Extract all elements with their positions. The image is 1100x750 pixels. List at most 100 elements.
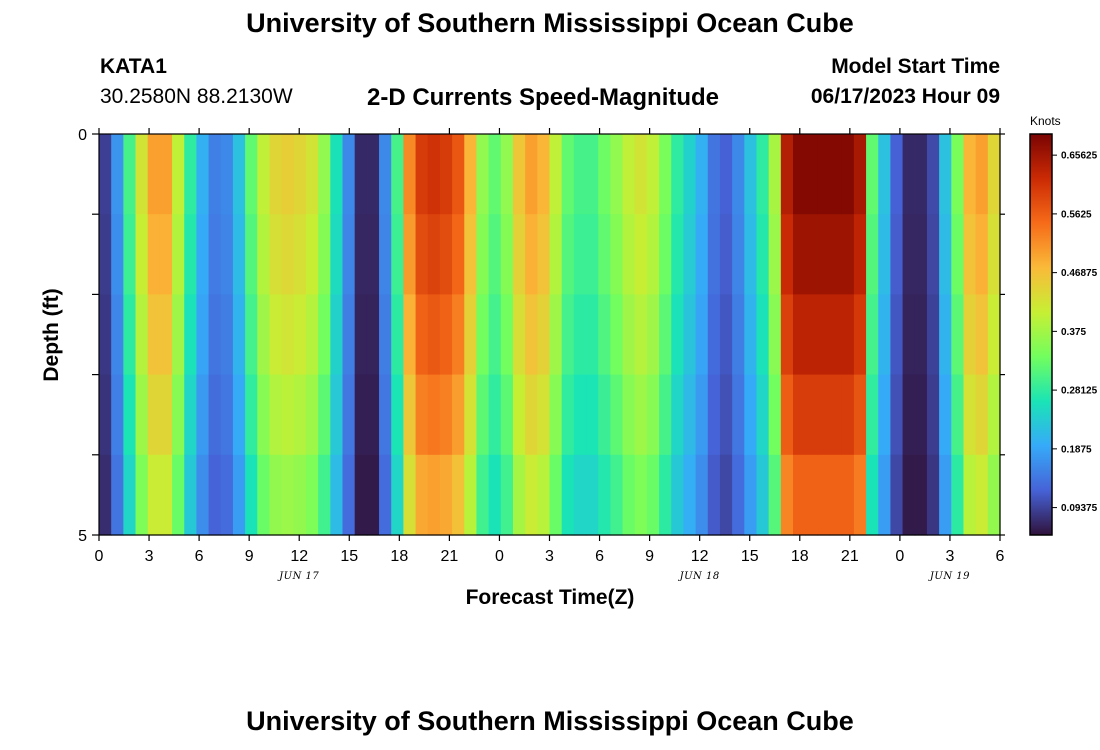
heatmap-cell <box>476 134 490 215</box>
page-title-repeat: University of Southern Mississippi Ocean… <box>246 706 854 736</box>
date-label: JUN 19 <box>928 571 970 582</box>
heatmap-cell <box>829 294 843 376</box>
x-tick-label: 18 <box>791 548 809 565</box>
heatmap-cell <box>159 454 173 536</box>
colorbar-ticks: 0.65625 0.5625 0.46875 0.375 0.28125 0.1875 0.… <box>1052 151 1098 514</box>
heatmap-cell <box>853 294 867 376</box>
heatmap-cell <box>866 374 879 456</box>
heatmap-cell <box>476 454 490 536</box>
heatmap-cell <box>695 214 709 295</box>
heatmap-cell <box>732 374 745 456</box>
heatmap-cell <box>586 134 599 215</box>
heatmap-cell <box>512 294 526 376</box>
heatmap-cell <box>391 454 404 536</box>
heatmap-cell <box>975 374 989 456</box>
heatmap-cell <box>208 454 222 536</box>
heatmap-cell <box>598 454 611 536</box>
heatmap-cell <box>184 134 198 215</box>
heatmap-cell <box>476 374 490 456</box>
heatmap-cell <box>111 454 124 536</box>
heatmap-cell <box>208 134 222 215</box>
heatmap-cell <box>902 294 916 376</box>
heatmap-cell <box>586 214 599 295</box>
heatmap-cell <box>159 294 173 376</box>
heatmap-cell <box>281 374 295 456</box>
heatmap-cell <box>951 214 965 295</box>
heatmap-cell <box>634 374 648 456</box>
colorbar-label: Knots <box>1030 114 1061 128</box>
heatmap-cell <box>318 374 331 456</box>
heatmap-cell <box>293 214 307 295</box>
heatmap-cell <box>939 294 952 376</box>
heatmap-cell <box>172 374 185 456</box>
heatmap-cell <box>257 374 271 456</box>
heatmap-cell <box>184 374 198 456</box>
heatmap-cell <box>208 374 222 456</box>
heatmap-cell <box>707 454 721 536</box>
heatmap-cell <box>403 294 417 376</box>
heatmap-cell <box>866 214 879 295</box>
heatmap-cell <box>659 454 672 536</box>
heatmap-cell <box>975 294 989 376</box>
heatmap-cell <box>159 374 173 456</box>
heatmap-cell <box>768 454 782 536</box>
colorbar <box>1029 133 1053 536</box>
heatmap-cell <box>500 454 514 536</box>
heatmap-cell <box>707 214 721 295</box>
heatmap-cell <box>305 214 319 295</box>
heatmap-cell <box>805 134 818 215</box>
heatmap-cell <box>561 374 575 456</box>
heatmap-cell <box>500 374 514 456</box>
heatmap-cell <box>330 214 344 295</box>
heatmap-cell <box>172 134 185 215</box>
heatmap-cell <box>634 454 648 536</box>
heatmap-cell <box>719 454 733 536</box>
heatmap-cell <box>245 294 258 376</box>
heatmap-cell <box>695 134 709 215</box>
x-tick-label: 6 <box>595 548 604 565</box>
heatmap-cell <box>780 294 794 376</box>
heatmap-cell <box>439 214 453 295</box>
heatmap-cell <box>634 214 648 295</box>
heatmap-cell <box>671 134 685 215</box>
heatmap-cell <box>196 134 210 215</box>
heatmap-cell <box>269 134 283 215</box>
heatmap-cell <box>902 374 916 456</box>
y-tick-labels: 05 <box>78 127 87 545</box>
heatmap-cell <box>452 214 465 295</box>
heatmap-cell <box>439 374 453 456</box>
heatmap-cell <box>573 214 587 295</box>
heatmap-cell <box>805 214 818 295</box>
heatmap-cell <box>403 374 417 456</box>
date-label: JUN 17 <box>277 571 319 582</box>
heatmap-cell <box>537 294 551 376</box>
heatmap-cell <box>719 134 733 215</box>
heatmap-cell <box>793 214 806 295</box>
heatmap-cell <box>439 454 453 536</box>
heatmap-cell <box>464 294 478 376</box>
heatmap-cell <box>220 374 234 456</box>
heatmap-cell <box>793 294 806 376</box>
chart-subtitle: 2-D Currents Speed-Magnitude <box>367 84 720 111</box>
heatmap-cell <box>659 134 672 215</box>
heatmap-cell <box>549 454 563 536</box>
heatmap-cell <box>476 214 490 295</box>
heatmap-cell <box>926 374 940 456</box>
heatmap-cell <box>330 294 344 376</box>
heatmap-cell <box>939 454 952 536</box>
heatmap-cell <box>853 454 867 536</box>
date-labels: JUN 17 JUN 18 JUN 19 <box>277 571 970 582</box>
heatmap-cell <box>926 454 940 536</box>
heatmap-cell <box>561 134 575 215</box>
heatmap-cell <box>939 134 952 215</box>
heatmap-cell <box>135 214 149 295</box>
heatmap-cell <box>732 454 745 536</box>
heatmap-cell <box>707 294 721 376</box>
heatmap-cell <box>829 214 843 295</box>
heatmap-cell <box>415 134 429 215</box>
page-title: University of Southern Mississippi Ocean… <box>246 8 854 38</box>
heatmap-cell <box>537 454 551 536</box>
colorbar-tick-label: 0.28125 <box>1061 386 1098 397</box>
heatmap-cell <box>963 374 977 456</box>
heatmap-cell <box>768 294 782 376</box>
